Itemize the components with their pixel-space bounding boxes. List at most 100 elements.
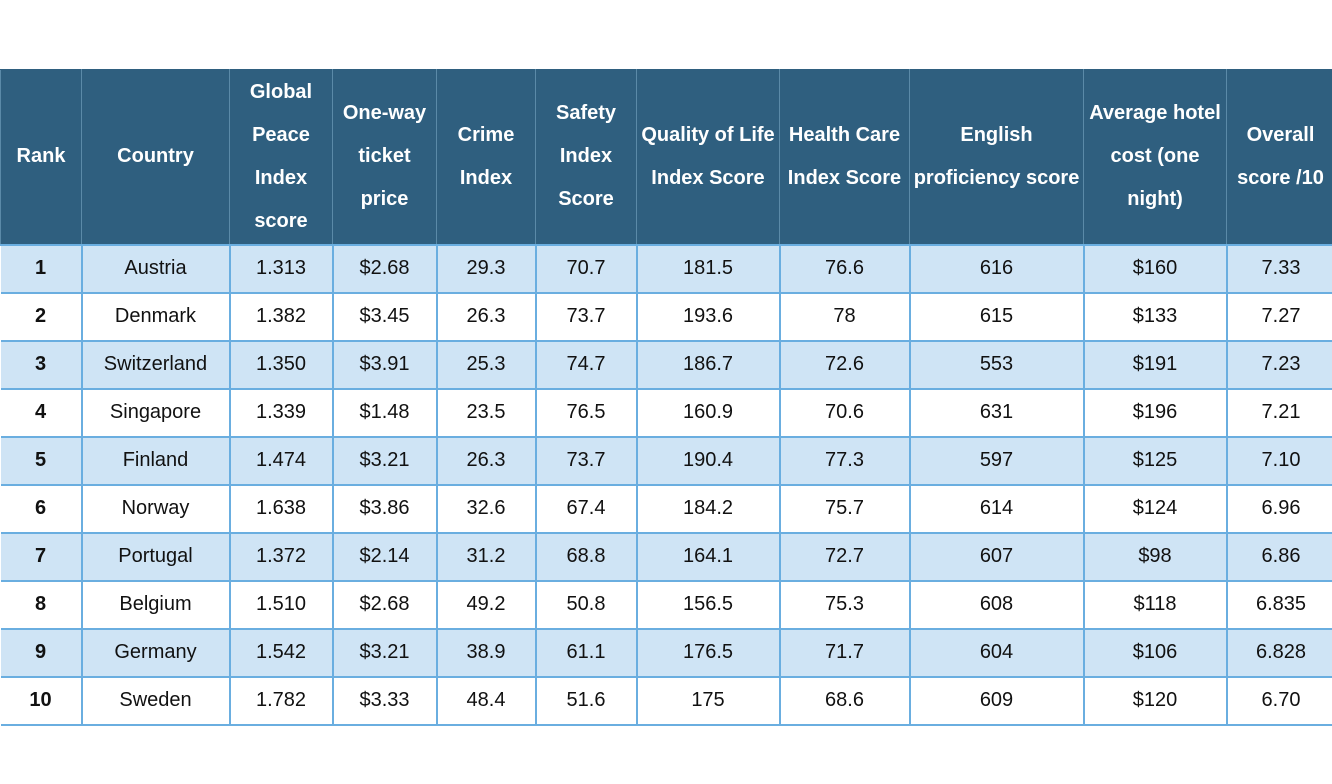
cell-hotel-cost: $133 xyxy=(1082,291,1228,342)
cell-ticket-price: $2.68 xyxy=(331,243,438,294)
cell-overall-score: 6.828 xyxy=(1225,627,1332,678)
cell-ticket-price: $2.68 xyxy=(331,579,438,630)
cell-overall-score: 6.86 xyxy=(1225,531,1332,582)
cell-english-proficiency: 609 xyxy=(908,675,1085,726)
cell-quality-of-life: 160.9 xyxy=(635,387,781,438)
cell-ticket-price: $2.14 xyxy=(331,531,438,582)
cell-global-peace-index: 1.339 xyxy=(228,387,334,438)
cell-global-peace-index: 1.638 xyxy=(228,483,334,534)
cell-hotel-cost: $125 xyxy=(1082,435,1228,486)
cell-crime-index: 29.3 xyxy=(435,243,537,294)
cell-safety-index: 51.6 xyxy=(534,675,638,726)
cell-health-care: 75.3 xyxy=(778,579,911,630)
cell-rank: 1 xyxy=(0,243,83,294)
cell-safety-index: 50.8 xyxy=(534,579,638,630)
ranking-table: Rank Country Global Peace Index score On… xyxy=(0,69,1332,726)
cell-crime-index: 49.2 xyxy=(435,579,537,630)
cell-health-care: 72.7 xyxy=(778,531,911,582)
cell-country: Sweden xyxy=(80,675,231,726)
cell-country: Germany xyxy=(80,627,231,678)
cell-crime-index: 31.2 xyxy=(435,531,537,582)
cell-crime-index: 48.4 xyxy=(435,675,537,726)
cell-safety-index: 70.7 xyxy=(534,243,638,294)
cell-english-proficiency: 631 xyxy=(908,387,1085,438)
cell-quality-of-life: 164.1 xyxy=(635,531,781,582)
cell-hotel-cost: $191 xyxy=(1082,339,1228,390)
cell-quality-of-life: 176.5 xyxy=(635,627,781,678)
cell-hotel-cost: $120 xyxy=(1082,675,1228,726)
cell-country: Singapore xyxy=(80,387,231,438)
header-global-peace-index: Global Peace Index score xyxy=(229,69,333,246)
cell-crime-index: 38.9 xyxy=(435,627,537,678)
cell-quality-of-life: 181.5 xyxy=(635,243,781,294)
table-row: 2 Denmark 1.382 $3.45 26.3 73.7 193.6 78 615 $133… xyxy=(0,291,1332,342)
cell-crime-index: 26.3 xyxy=(435,435,537,486)
cell-health-care: 78 xyxy=(778,291,911,342)
cell-global-peace-index: 1.782 xyxy=(228,675,334,726)
cell-country: Austria xyxy=(80,243,231,294)
cell-ticket-price: $3.86 xyxy=(331,483,438,534)
cell-crime-index: 26.3 xyxy=(435,291,537,342)
cell-country: Portugal xyxy=(80,531,231,582)
cell-health-care: 72.6 xyxy=(778,339,911,390)
table-row: 1 Austria 1.313 $2.68 29.3 70.7 181.5 76.6 616 $1… xyxy=(0,243,1332,294)
cell-overall-score: 7.27 xyxy=(1225,291,1332,342)
cell-english-proficiency: 553 xyxy=(908,339,1085,390)
cell-overall-score: 6.96 xyxy=(1225,483,1332,534)
cell-hotel-cost: $118 xyxy=(1082,579,1228,630)
header-rank: Rank xyxy=(0,69,82,246)
header-english-proficiency: English proficiency score xyxy=(909,69,1084,246)
table-row: 6 Norway 1.638 $3.86 32.6 67.4 184.2 75.7 614 $12… xyxy=(0,483,1332,534)
cell-ticket-price: $3.33 xyxy=(331,675,438,726)
header-one-way-ticket-price: One-way ticket price xyxy=(332,69,437,246)
cell-health-care: 76.6 xyxy=(778,243,911,294)
cell-english-proficiency: 604 xyxy=(908,627,1085,678)
header-health-care: Health Care Index Score xyxy=(779,69,910,246)
cell-global-peace-index: 1.542 xyxy=(228,627,334,678)
cell-rank: 6 xyxy=(0,483,83,534)
cell-overall-score: 7.21 xyxy=(1225,387,1332,438)
cell-global-peace-index: 1.510 xyxy=(228,579,334,630)
header-crime-index: Crime Index xyxy=(436,69,536,246)
table-row: 8 Belgium 1.510 $2.68 49.2 50.8 156.5 75.3 608 $1… xyxy=(0,579,1332,630)
cell-safety-index: 73.7 xyxy=(534,291,638,342)
cell-english-proficiency: 615 xyxy=(908,291,1085,342)
header-quality-of-life: Quality of Life Index Score xyxy=(636,69,780,246)
table-row: 10 Sweden 1.782 $3.33 48.4 51.6 175 68.6 609 $120… xyxy=(0,675,1332,726)
cell-country: Belgium xyxy=(80,579,231,630)
cell-quality-of-life: 184.2 xyxy=(635,483,781,534)
cell-safety-index: 67.4 xyxy=(534,483,638,534)
cell-ticket-price: $3.21 xyxy=(331,435,438,486)
cell-quality-of-life: 193.6 xyxy=(635,291,781,342)
cell-health-care: 75.7 xyxy=(778,483,911,534)
cell-country: Finland xyxy=(80,435,231,486)
cell-global-peace-index: 1.474 xyxy=(228,435,334,486)
cell-overall-score: 6.835 xyxy=(1225,579,1332,630)
cell-quality-of-life: 190.4 xyxy=(635,435,781,486)
header-country: Country xyxy=(81,69,230,246)
cell-quality-of-life: 186.7 xyxy=(635,339,781,390)
table-row: 7 Portugal 1.372 $2.14 31.2 68.8 164.1 72.7 607 $… xyxy=(0,531,1332,582)
cell-ticket-price: $3.45 xyxy=(331,291,438,342)
cell-safety-index: 61.1 xyxy=(534,627,638,678)
cell-english-proficiency: 616 xyxy=(908,243,1085,294)
cell-country: Norway xyxy=(80,483,231,534)
header-hotel-cost: Average hotel cost (one night) xyxy=(1083,69,1227,246)
cell-safety-index: 74.7 xyxy=(534,339,638,390)
cell-country: Denmark xyxy=(80,291,231,342)
cell-overall-score: 7.33 xyxy=(1225,243,1332,294)
cell-rank: 8 xyxy=(0,579,83,630)
table-header: Rank Country Global Peace Index score On… xyxy=(0,69,1332,246)
header-overall-score: Overall score /10 xyxy=(1226,69,1332,246)
cell-rank: 5 xyxy=(0,435,83,486)
cell-english-proficiency: 607 xyxy=(908,531,1085,582)
cell-global-peace-index: 1.350 xyxy=(228,339,334,390)
table-row: 5 Finland 1.474 $3.21 26.3 73.7 190.4 77.3 597 $1… xyxy=(0,435,1332,486)
table-row: 9 Germany 1.542 $3.21 38.9 61.1 176.5 71.7 604 $1… xyxy=(0,627,1332,678)
cell-crime-index: 25.3 xyxy=(435,339,537,390)
cell-english-proficiency: 597 xyxy=(908,435,1085,486)
table-body: 1 Austria 1.313 $2.68 29.3 70.7 181.5 76.6 616 $1… xyxy=(0,243,1332,726)
cell-hotel-cost: $196 xyxy=(1082,387,1228,438)
cell-rank: 2 xyxy=(0,291,83,342)
